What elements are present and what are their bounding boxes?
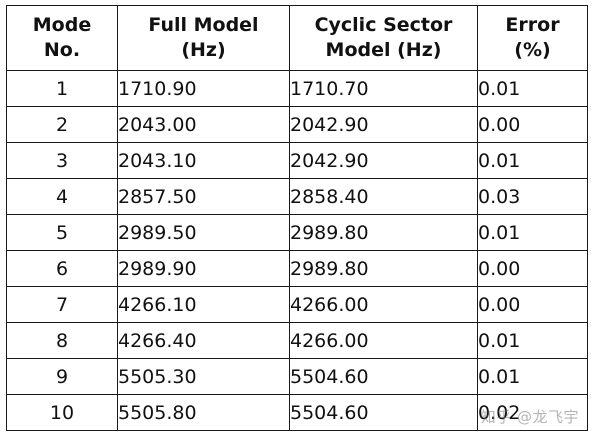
cell-error: 0.01: [477, 358, 588, 395]
cell-full-model: 5505.80: [117, 394, 290, 431]
cell-full-model: 5505.30: [117, 358, 290, 395]
header-mode-line1: Mode: [32, 14, 92, 36]
header-cyclic-sector: Cyclic Sector Model (Hz): [289, 5, 478, 71]
cell-error: 0.03: [477, 178, 588, 215]
header-mode-no: Mode No.: [6, 5, 118, 71]
table-row: 2 2043.00 2042.90 0.00: [6, 106, 588, 143]
cell-error: 0.01: [477, 322, 588, 359]
table-row: 1 1710.90 1710.70 0.01: [6, 70, 588, 107]
cell-cyclic-sector: 2989.80: [289, 214, 478, 251]
cell-full-model: 2989.90: [117, 250, 290, 287]
cell-cyclic-sector: 4266.00: [289, 286, 478, 323]
header-error-line2: (%): [514, 39, 551, 61]
cell-cyclic-sector: 4266.00: [289, 322, 478, 359]
cell-full-model: 1710.90: [117, 70, 290, 107]
cell-full-model: 2043.10: [117, 142, 290, 179]
cell-error: 0.00: [477, 106, 588, 143]
table-row: 6 2989.90 2989.80 0.00: [6, 250, 588, 287]
cell-cyclic-sector: 2989.80: [289, 250, 478, 287]
header-full-line2: (Hz): [181, 39, 226, 61]
table-body: 1 1710.90 1710.70 0.01 2 2043.00 2042.90 0.00 3 2…: [6, 70, 588, 431]
cell-mode: 3: [6, 142, 118, 179]
cell-error: 0.01: [477, 70, 588, 107]
table-row: 5 2989.50 2989.80 0.01: [6, 214, 588, 251]
cell-mode: 5: [6, 214, 118, 251]
cell-full-model: 2043.00: [117, 106, 290, 143]
cell-mode: 6: [6, 250, 118, 287]
cell-cyclic-sector: 2042.90: [289, 142, 478, 179]
table-row: 8 4266.40 4266.00 0.01: [6, 322, 588, 359]
cell-error: 0.01: [477, 214, 588, 251]
table-row: 10 5505.80 5504.60 0.02: [6, 394, 588, 431]
cell-cyclic-sector: 2042.90: [289, 106, 478, 143]
cell-error: 0.00: [477, 250, 588, 287]
cell-full-model: 4266.10: [117, 286, 290, 323]
table-row: 4 2857.50 2858.40 0.03: [6, 178, 588, 215]
header-full-line1: Full Model: [148, 14, 259, 36]
cell-error: 0.02: [477, 394, 588, 431]
cell-mode: 4: [6, 178, 118, 215]
header-error-line1: Error: [505, 14, 560, 36]
cell-full-model: 2989.50: [117, 214, 290, 251]
cell-cyclic-sector: 5504.60: [289, 394, 478, 431]
header-error: Error (%): [477, 5, 588, 71]
table-row: 3 2043.10 2042.90 0.01: [6, 142, 588, 179]
cell-cyclic-sector: 2858.40: [289, 178, 478, 215]
header-cyclic-line1: Cyclic Sector: [314, 14, 453, 36]
cell-mode: 7: [6, 286, 118, 323]
cell-cyclic-sector: 1710.70: [289, 70, 478, 107]
modal-frequency-table: Mode No. Full Model (Hz) Cyclic Sector M…: [6, 5, 588, 431]
cell-mode: 8: [6, 322, 118, 359]
header-cyclic-line2: Model (Hz): [325, 39, 442, 61]
cell-full-model: 4266.40: [117, 322, 290, 359]
cell-mode: 1: [6, 70, 118, 107]
cell-cyclic-sector: 5504.60: [289, 358, 478, 395]
cell-mode: 2: [6, 106, 118, 143]
cell-error: 0.00: [477, 286, 588, 323]
header-mode-line2: No.: [43, 39, 81, 61]
table-header: Mode No. Full Model (Hz) Cyclic Sector M…: [6, 5, 588, 71]
table-row: 9 5505.30 5504.60 0.01: [6, 358, 588, 395]
cell-full-model: 2857.50: [117, 178, 290, 215]
header-full-model: Full Model (Hz): [117, 5, 290, 71]
cell-mode: 10: [6, 394, 118, 431]
cell-mode: 9: [6, 358, 118, 395]
cell-error: 0.01: [477, 142, 588, 179]
header-row: Mode No. Full Model (Hz) Cyclic Sector M…: [6, 5, 588, 71]
table-row: 7 4266.10 4266.00 0.00: [6, 286, 588, 323]
